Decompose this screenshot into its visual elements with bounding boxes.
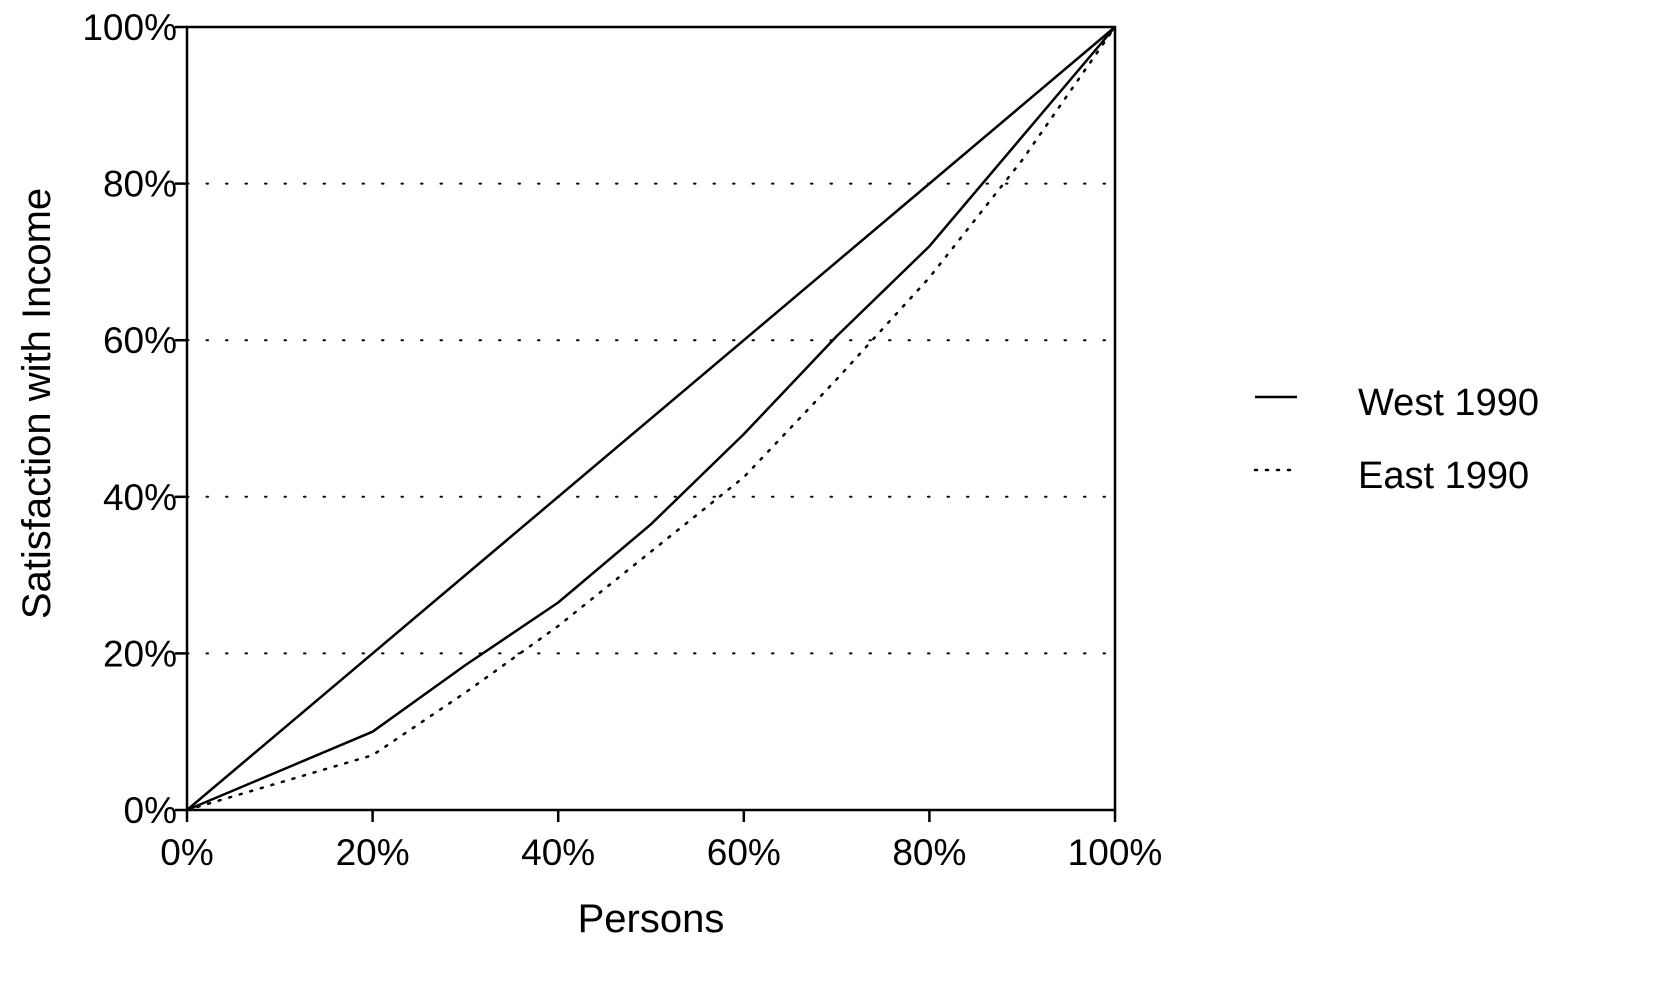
series-line-1 (185, 25, 1117, 812)
equality-line (186, 26, 1116, 811)
y-axis-title: Satisfaction with Income (15, 188, 59, 619)
y-tick-label-5: 100% (82, 7, 177, 48)
x-tick-label-5: 100% (1068, 832, 1163, 873)
y-tick-label-0: 0% (124, 790, 177, 831)
legend-label-west-1990: West 1990 (1358, 382, 1539, 424)
series-lines (185, 25, 1117, 812)
x-tick-label-4: 80% (892, 832, 966, 873)
x-tick-label-0: 0% (160, 832, 213, 873)
series-line-0 (186, 26, 1116, 812)
y-tick-label-2: 40% (103, 477, 177, 518)
legend: West 1990 East 1990 (1253, 382, 1539, 497)
x-axis-title: Persons (578, 897, 725, 941)
axis-ticks: 0% 20% 40% 60% 80% 100% 0% 20% 40% 60% 80% 100% (82, 7, 1162, 873)
x-tick-label-3: 60% (707, 832, 781, 873)
y-tick-label-1: 20% (103, 633, 177, 674)
y-tick-label-4: 80% (103, 164, 177, 205)
x-tick-label-2: 40% (521, 832, 595, 873)
x-tick-label-1: 20% (336, 832, 410, 873)
plot-frame (185, 25, 1117, 812)
legend-label-east-1990: East 1990 (1358, 455, 1529, 497)
y-tick-label-3: 60% (103, 320, 177, 361)
